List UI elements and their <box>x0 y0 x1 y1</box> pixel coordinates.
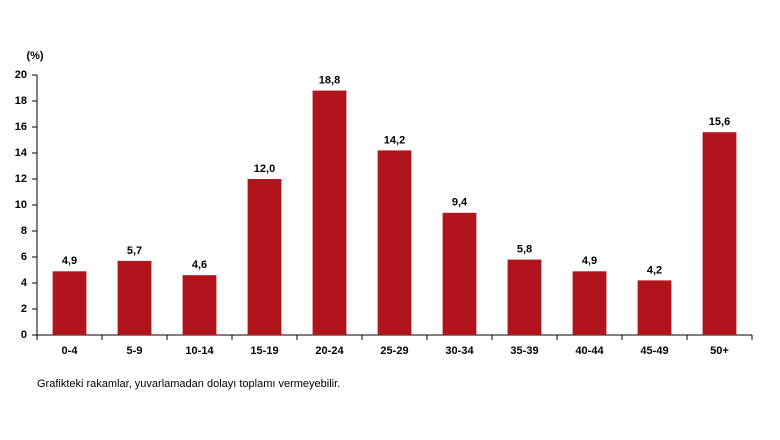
bar <box>312 90 347 335</box>
x-tick-label: 35-39 <box>510 345 538 357</box>
y-tick-label: 4 <box>21 277 28 289</box>
x-tick-label: 30-34 <box>445 345 474 357</box>
y-tick-label: 14 <box>15 147 28 159</box>
y-tick-label: 18 <box>15 95 27 107</box>
bar <box>247 179 282 335</box>
y-tick-label: 6 <box>21 251 27 263</box>
y-tick-label: 2 <box>21 303 27 315</box>
x-tick-label: 20-24 <box>315 345 344 357</box>
bar <box>117 260 152 335</box>
x-tick-label: 25-29 <box>380 345 408 357</box>
value-label: 5,8 <box>517 244 532 256</box>
x-tick-label: 40-44 <box>575 345 604 357</box>
value-label: 18,8 <box>319 75 340 87</box>
footnote: Grafikteki rakamlar, yuvarlamadan dolayı… <box>37 378 340 390</box>
value-label: 4,2 <box>647 264 662 276</box>
value-label: 5,7 <box>127 245 142 257</box>
value-label: 4,6 <box>192 259 207 271</box>
y-tick-label: 20 <box>15 69 27 81</box>
value-label: 15,6 <box>709 116 730 128</box>
bar <box>182 275 217 335</box>
value-label: 4,9 <box>62 255 77 267</box>
value-label: 9,4 <box>452 197 468 209</box>
y-tick-label: 0 <box>21 329 27 341</box>
value-label: 14,2 <box>384 134 405 146</box>
y-tick-label: 8 <box>21 225 27 237</box>
x-tick-label: 10-14 <box>185 345 214 357</box>
y-tick-label: 16 <box>15 121 27 133</box>
x-tick-label: 45-49 <box>640 345 668 357</box>
bar <box>572 271 607 335</box>
y-axis-label: (%) <box>26 50 43 62</box>
value-label: 4,9 <box>582 255 597 267</box>
bar <box>637 280 672 335</box>
value-label: 12,0 <box>254 163 275 175</box>
x-tick-label: 15-19 <box>250 345 278 357</box>
bar <box>377 150 412 335</box>
bar <box>702 132 737 335</box>
x-tick-label: 5-9 <box>127 345 143 357</box>
bar <box>442 212 477 335</box>
y-tick-label: 12 <box>15 173 27 185</box>
x-tick-label: 0-4 <box>62 345 79 357</box>
bar <box>507 259 542 335</box>
bar <box>52 271 87 335</box>
y-tick-label: 10 <box>15 199 27 211</box>
x-tick-label: 50+ <box>710 345 729 357</box>
